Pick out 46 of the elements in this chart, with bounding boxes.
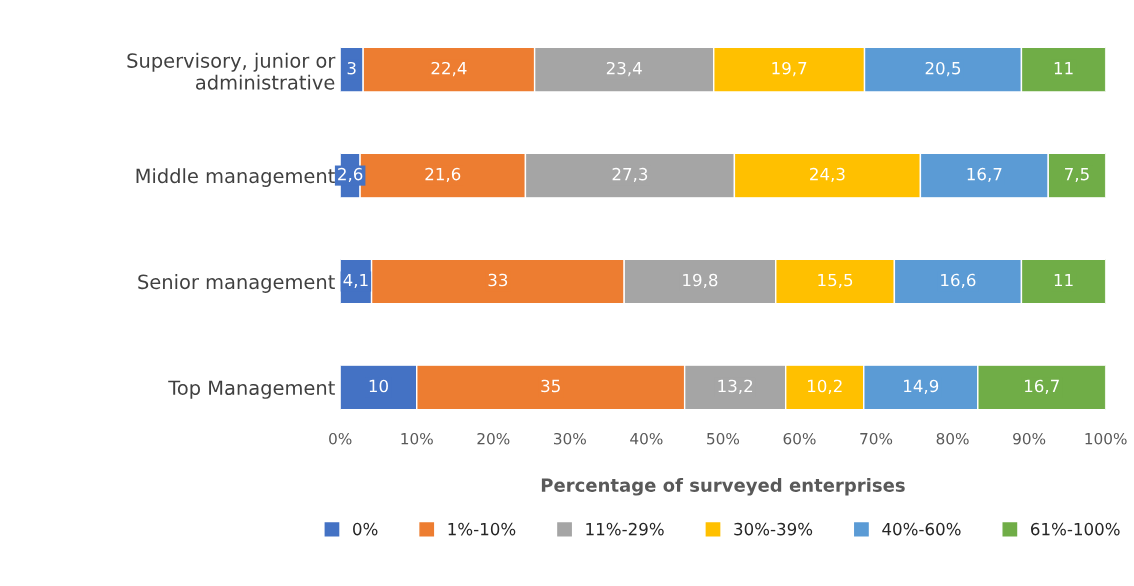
x-tick-label: 10% bbox=[401, 432, 433, 445]
x-tick-label: 40% bbox=[630, 432, 663, 445]
y-tick-label: Supervisory, junior or administrative bbox=[127, 52, 336, 90]
data-label: 16,7 bbox=[1025, 379, 1059, 394]
legend-label: 11%-29% bbox=[586, 522, 664, 536]
data-label: 11 bbox=[1054, 273, 1073, 287]
data-label: 23,4 bbox=[606, 61, 642, 77]
data-label: 14,9 bbox=[904, 379, 939, 394]
data-label: 13,2 bbox=[718, 379, 753, 394]
legend-label: 1%-10% bbox=[448, 522, 516, 536]
x-tick-label: 20% bbox=[477, 432, 510, 445]
data-label: 7,5 bbox=[1065, 168, 1089, 183]
x-tick-label: 80% bbox=[936, 432, 969, 445]
data-label: 15,5 bbox=[818, 273, 853, 289]
x-tick-label: 100% bbox=[1085, 432, 1127, 445]
data-label: 20,5 bbox=[925, 61, 961, 77]
x-tick-label: 70% bbox=[860, 432, 893, 445]
data-label: 3 bbox=[347, 61, 356, 75]
data-label: 4,1 bbox=[343, 273, 368, 289]
data-label: 2,6 bbox=[338, 167, 363, 183]
data-label: 19,7 bbox=[772, 61, 807, 77]
y-tick-label: Middle management bbox=[136, 168, 335, 188]
x-tick-label: 50% bbox=[707, 432, 740, 445]
x-tick-label: 30% bbox=[554, 432, 586, 445]
data-label: 16,6 bbox=[941, 273, 976, 289]
legend-label: 0% bbox=[353, 522, 378, 536]
x-tick-label: 90% bbox=[1013, 432, 1046, 445]
data-label: 21,6 bbox=[425, 167, 461, 183]
data-label: 22,4 bbox=[431, 61, 467, 77]
data-label: 33 bbox=[488, 273, 508, 287]
data-label: 24,3 bbox=[810, 167, 845, 183]
data-label: 35 bbox=[541, 379, 560, 393]
legend-label: 30%-39% bbox=[734, 522, 813, 536]
x-tick-label: 60% bbox=[783, 432, 816, 445]
y-tick-label: Senior management bbox=[138, 274, 335, 293]
data-label: 19,8 bbox=[683, 273, 718, 289]
y-tick-label: Top Management bbox=[168, 380, 335, 399]
data-label: 11 bbox=[1054, 62, 1073, 75]
legend-label: 40%-60% bbox=[882, 522, 961, 536]
legend-label: 61%-100% bbox=[1031, 522, 1120, 536]
data-label: 27,3 bbox=[612, 167, 648, 183]
x-tick-label: 0% bbox=[329, 432, 352, 445]
data-label: 10,2 bbox=[808, 379, 842, 394]
data-label: 16,7 bbox=[967, 167, 1002, 183]
x-axis-title: Percentage of surveyed enterprises bbox=[541, 477, 905, 496]
data-label: 10 bbox=[369, 379, 388, 393]
